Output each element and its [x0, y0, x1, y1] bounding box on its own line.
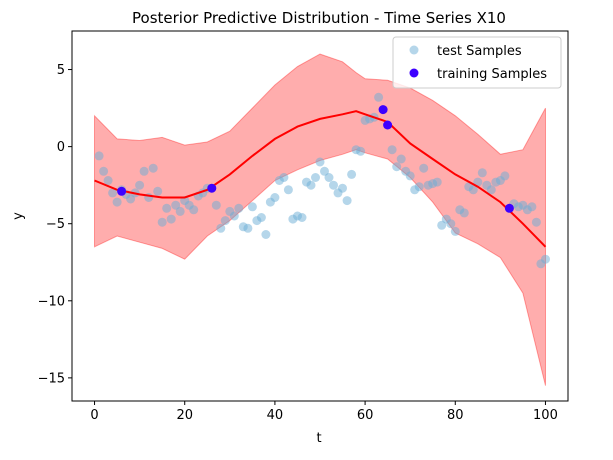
test-sample-point — [166, 214, 176, 224]
test-sample-point — [171, 200, 181, 210]
test-sample-point — [500, 171, 510, 181]
legend-label-training: training Samples — [437, 67, 547, 82]
test-sample-point — [324, 173, 334, 182]
test-sample-point — [112, 197, 122, 207]
test-sample-point — [374, 92, 384, 102]
test-sample-point — [450, 226, 460, 236]
test-sample-point — [329, 180, 338, 190]
test-sample-point — [157, 217, 167, 227]
test-sample-point — [220, 216, 230, 226]
test-sample-point — [175, 206, 185, 216]
test-sample-point — [99, 166, 109, 176]
y-tick-label: −10 — [38, 294, 65, 309]
legend-marker-training — [409, 68, 419, 78]
training-sample-point — [378, 105, 388, 115]
test-sample-point — [531, 217, 541, 227]
test-sample-point — [414, 182, 424, 192]
axes-frame — [71, 30, 569, 402]
training-sample-point — [207, 183, 217, 193]
test-sample-point — [356, 146, 366, 156]
test-sample-point — [405, 171, 415, 181]
chart-title: Posterior Predictive Distribution - Time… — [132, 9, 506, 27]
training-sample-point — [383, 120, 393, 130]
y-tick-label: 0 — [57, 140, 65, 155]
test-sample-point — [153, 186, 163, 196]
test-sample-point — [320, 166, 329, 176]
mean-line — [94, 110, 547, 248]
y-tick-label: −15 — [38, 371, 65, 386]
test-sample-point — [338, 183, 347, 193]
y-axis: 5 0 −5 −10 −15 — [38, 63, 72, 386]
x-axis-label: t — [316, 431, 321, 446]
test-sample-point — [437, 220, 447, 230]
plot-area — [94, 53, 550, 386]
test-sample-point — [162, 203, 172, 213]
test-sample-point — [229, 211, 239, 221]
x-tick-label: 0 — [90, 408, 98, 423]
legend: test Samples training Samples — [392, 36, 562, 89]
test-sample-point — [94, 151, 104, 161]
x-tick-label: 80 — [447, 408, 464, 423]
y-axis-label: y — [11, 212, 26, 220]
test-sample-point — [148, 163, 158, 173]
test-sample-point — [256, 213, 266, 222]
test-samples-layer — [94, 92, 550, 269]
legend-box — [392, 36, 562, 89]
test-sample-point — [283, 185, 293, 195]
test-sample-point — [297, 213, 307, 222]
test-sample-point — [261, 230, 271, 239]
training-sample-point — [504, 203, 514, 213]
test-sample-point — [103, 176, 113, 185]
test-sample-point — [392, 162, 402, 172]
test-sample-point — [396, 154, 406, 164]
legend-marker-test — [409, 45, 419, 55]
test-sample-point — [139, 166, 149, 176]
test-sample-point — [279, 173, 289, 182]
test-sample-point — [342, 196, 352, 206]
x-tick-label: 40 — [267, 408, 284, 423]
training-sample-point — [117, 186, 127, 196]
test-sample-point — [527, 202, 537, 212]
training-samples-layer — [117, 105, 514, 213]
test-sample-point — [315, 157, 325, 167]
test-sample-point — [270, 193, 280, 202]
test-sample-point — [486, 185, 496, 195]
test-sample-point — [347, 169, 357, 179]
test-sample-point — [234, 203, 244, 213]
test-sample-point — [468, 185, 478, 195]
test-sample-point — [541, 254, 550, 264]
test-sample-point — [211, 200, 221, 210]
y-tick-label: 5 — [57, 63, 65, 78]
mean-line-layer — [94, 110, 547, 248]
test-sample-point — [477, 168, 487, 178]
test-sample-point — [243, 223, 253, 233]
legend-label-test: test Samples — [437, 44, 522, 59]
test-sample-point — [419, 163, 429, 173]
x-tick-label: 100 — [533, 408, 558, 423]
test-sample-point — [459, 208, 469, 218]
x-tick-label: 20 — [176, 408, 193, 423]
x-tick-label: 60 — [357, 408, 374, 423]
test-sample-point — [306, 180, 316, 190]
test-sample-point — [311, 173, 320, 182]
test-sample-point — [387, 145, 397, 155]
test-sample-point — [108, 188, 118, 198]
x-axis: 0 20 40 60 80 100 — [90, 401, 558, 423]
test-sample-point — [432, 177, 442, 187]
test-sample-point — [189, 205, 199, 215]
test-sample-point — [247, 202, 257, 212]
y-tick-label: −5 — [46, 217, 65, 232]
test-sample-point — [216, 223, 226, 233]
test-sample-point — [135, 180, 145, 190]
test-sample-point — [446, 219, 456, 229]
